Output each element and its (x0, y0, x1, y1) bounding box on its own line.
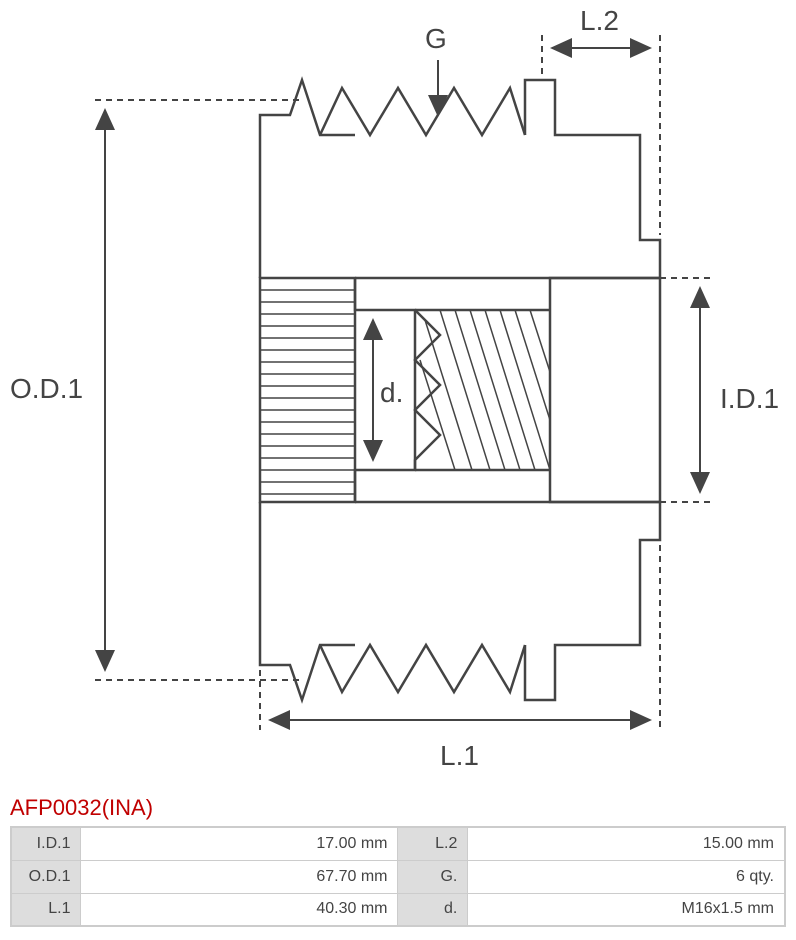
spec-value: 67.70 mm (81, 860, 398, 893)
label-od1: O.D.1 (10, 373, 83, 404)
label-l1: L.1 (440, 740, 479, 771)
spec-label: d. (398, 893, 468, 926)
table-row: L.1 40.30 mm d. M16x1.5 mm (11, 893, 785, 926)
spec-value: 17.00 mm (81, 827, 398, 860)
pulley-diagram-svg: O.D.1 I.D.1 L.1 L.2 G d. (0, 0, 796, 790)
table-row: O.D.1 67.70 mm G. 6 qty. (11, 860, 785, 893)
spec-value: M16x1.5 mm (468, 893, 785, 926)
spec-label: I.D.1 (11, 827, 81, 860)
spec-label: L.2 (398, 827, 468, 860)
part-number-title: AFP0032(INA) (0, 790, 796, 826)
label-id1: I.D.1 (720, 383, 779, 414)
spec-label: G. (398, 860, 468, 893)
page-container: O.D.1 I.D.1 L.1 L.2 G d. AFP0032(INA) I.… (0, 0, 796, 927)
label-g: G (425, 23, 447, 54)
spec-value: 6 qty. (468, 860, 785, 893)
spec-value: 40.30 mm (81, 893, 398, 926)
spec-value: 15.00 mm (468, 827, 785, 860)
specifications-table: I.D.1 17.00 mm L.2 15.00 mm O.D.1 67.70 … (10, 826, 786, 927)
label-d: d. (380, 377, 403, 408)
table-row: I.D.1 17.00 mm L.2 15.00 mm (11, 827, 785, 860)
spec-label: O.D.1 (11, 860, 81, 893)
label-l2: L.2 (580, 5, 619, 36)
technical-diagram: O.D.1 I.D.1 L.1 L.2 G d. (0, 0, 796, 790)
spec-label: L.1 (11, 893, 81, 926)
